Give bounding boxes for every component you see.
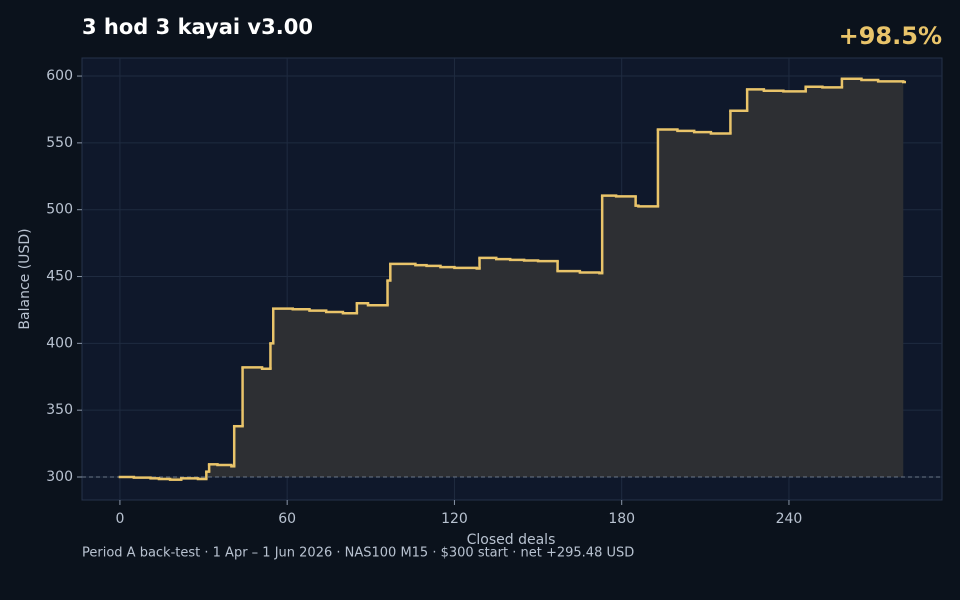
y-tick-label: 600	[46, 68, 73, 84]
y-tick-label: 550	[46, 135, 73, 151]
y-tick-label: 300	[46, 469, 73, 485]
y-tick-label: 450	[46, 269, 73, 285]
x-tick-label: 60	[278, 511, 296, 527]
headline: +98.5%	[839, 22, 942, 50]
x-tick-label: 240	[776, 511, 803, 527]
y-tick-label: 400	[46, 335, 73, 351]
x-axis-label: Closed deals	[467, 532, 556, 548]
y-axis-label: Balance (USD)	[17, 228, 33, 329]
area-fill	[119, 78, 904, 480]
y-tick-label: 500	[46, 202, 73, 218]
y-tick-label: 350	[46, 402, 73, 418]
footer: Period A back-test · 1 Apr – 1 Jun 2026 …	[82, 546, 634, 561]
chart-title: 3 hod 3 kayai v3.00	[82, 15, 313, 39]
x-tick-label: 120	[441, 511, 468, 527]
x-tick-label: 180	[608, 511, 635, 527]
x-tick-label: 0	[115, 511, 124, 527]
